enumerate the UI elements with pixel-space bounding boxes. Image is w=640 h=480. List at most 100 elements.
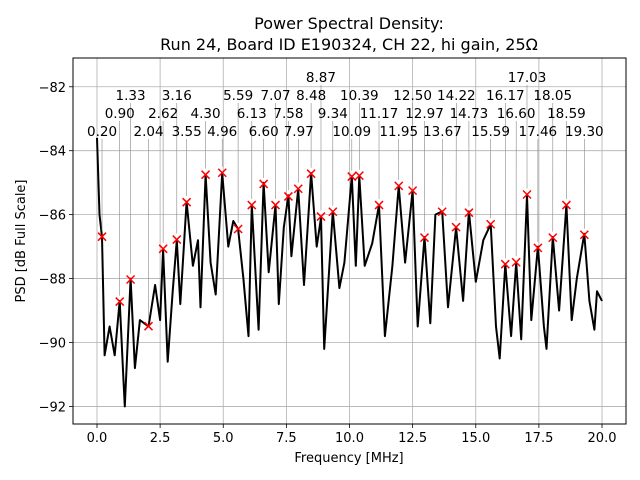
peak-marker-stroke <box>283 191 293 201</box>
peak-label: 14.22 <box>437 88 476 104</box>
peak-label: 15.59 <box>471 124 510 140</box>
peak-marker <box>182 197 192 207</box>
y-axis-label: PSD [dB Full Scale] <box>14 179 29 302</box>
peak-marker <box>419 233 430 243</box>
x-tick-label: 7.5 <box>276 431 297 446</box>
peak-label: 3.55 <box>172 124 202 140</box>
chart-subtitle: Run 24, Board ID E190324, CH 22, hi gain… <box>160 35 538 54</box>
peak-label: 7.97 <box>284 124 314 140</box>
peak-marker <box>464 208 474 218</box>
peak-marker-stroke <box>259 179 269 189</box>
peak-marker-stroke <box>143 321 154 331</box>
peak-marker <box>451 222 461 232</box>
x-tick-label: 12.5 <box>398 431 427 446</box>
peak-label: 0.20 <box>87 124 117 140</box>
peak-marker-stroke <box>548 233 558 243</box>
peak-marker-stroke <box>158 244 168 254</box>
peak-marker-stroke <box>511 257 521 267</box>
peak-marker-stroke <box>270 200 281 210</box>
peak-marker <box>172 235 182 245</box>
peak-marker <box>259 179 269 189</box>
x-tick-label: 17.5 <box>524 431 553 446</box>
peak-marker-stroke <box>561 200 571 210</box>
peak-label: 8.87 <box>306 70 336 86</box>
peak-label: 0.90 <box>105 106 135 122</box>
peak-marker-stroke <box>437 207 447 217</box>
peak-label: 16.60 <box>497 106 536 122</box>
peak-marker-stroke <box>486 219 496 229</box>
peak-marker-stroke <box>579 230 589 240</box>
peak-marker-stroke <box>201 170 211 180</box>
peak-label: 1.33 <box>116 88 146 104</box>
peak-marker <box>548 233 558 243</box>
y-tick-label: −84 <box>39 145 66 160</box>
peak-label: 7.58 <box>273 106 303 122</box>
peak-label: 2.62 <box>148 106 178 122</box>
peak-label: 17.03 <box>508 70 547 86</box>
peak-marker-stroke <box>293 184 303 194</box>
peak-marker <box>486 219 496 229</box>
peak-marker <box>97 232 107 242</box>
peak-label: 10.39 <box>340 88 379 104</box>
peak-label: 5.59 <box>223 88 253 104</box>
peak-marker <box>201 170 211 180</box>
peak-marker-stroke <box>464 208 474 218</box>
peak-marker-stroke <box>533 243 543 253</box>
peak-marker-stroke <box>97 232 107 242</box>
peak-marker-stroke <box>306 169 316 179</box>
peak-marker <box>143 321 154 331</box>
peak-label: 12.50 <box>393 88 432 104</box>
peak-marker-stroke <box>408 186 418 196</box>
ticks: 0.0 2.5 5.0 7.5 10.0 12.5 15.0 17.5 20.0 −92 −90 −8… <box>39 81 617 446</box>
peak-marker <box>347 172 357 182</box>
peak-marker <box>394 181 404 191</box>
peak-label: 17.46 <box>519 124 558 140</box>
peak-label: 10.09 <box>332 124 371 140</box>
peak-label: 11.95 <box>379 124 418 140</box>
peak-label: 6.13 <box>237 106 267 122</box>
peak-marker-stroke <box>233 224 243 234</box>
peak-label: 8.48 <box>296 88 326 104</box>
peak-label: 4.96 <box>207 124 237 140</box>
peak-marker <box>115 297 125 307</box>
peak-marker <box>561 200 571 210</box>
y-tick-label: −82 <box>39 81 66 96</box>
peak-marker-stroke <box>522 189 532 200</box>
peak-label: 7.07 <box>261 88 291 104</box>
y-tick-label: −92 <box>39 400 66 415</box>
peak-marker-stroke <box>347 172 357 182</box>
peak-marker <box>511 257 521 267</box>
peak-marker-stroke <box>394 181 404 191</box>
peak-marker <box>316 212 326 222</box>
x-tick-label: 10.0 <box>335 431 364 446</box>
peak-label: 14.73 <box>450 106 489 122</box>
peak-marker <box>408 186 418 196</box>
peak-marker <box>293 184 303 194</box>
peak-marker <box>306 169 316 179</box>
peak-label: 11.17 <box>360 106 399 122</box>
x-tick-label: 20.0 <box>588 431 617 446</box>
peak-marker <box>354 171 364 181</box>
peak-marker-stroke <box>500 259 510 269</box>
x-tick-label: 15.0 <box>461 431 490 446</box>
peak-marker-stroke <box>451 222 461 232</box>
peak-marker-stroke <box>126 274 136 285</box>
peak-marker-stroke <box>217 168 227 178</box>
peak-marker-stroke <box>419 233 430 243</box>
peak-marker <box>374 200 384 210</box>
peak-marker-stroke <box>374 200 384 210</box>
peak-marker <box>500 259 510 269</box>
peak-label: 4.30 <box>191 106 221 122</box>
peak-label: 6.60 <box>249 124 279 140</box>
x-axis-label: Frequency [MHz] <box>294 451 403 466</box>
peak-marker <box>579 230 589 240</box>
grid <box>73 58 626 424</box>
peak-label: 12.97 <box>405 106 444 122</box>
x-tick-label: 2.5 <box>150 431 171 446</box>
peak-marker-stroke <box>172 235 182 245</box>
peak-marker <box>247 200 257 210</box>
chart-title: Power Spectral Density: <box>254 14 444 33</box>
peak-marker <box>533 243 543 253</box>
